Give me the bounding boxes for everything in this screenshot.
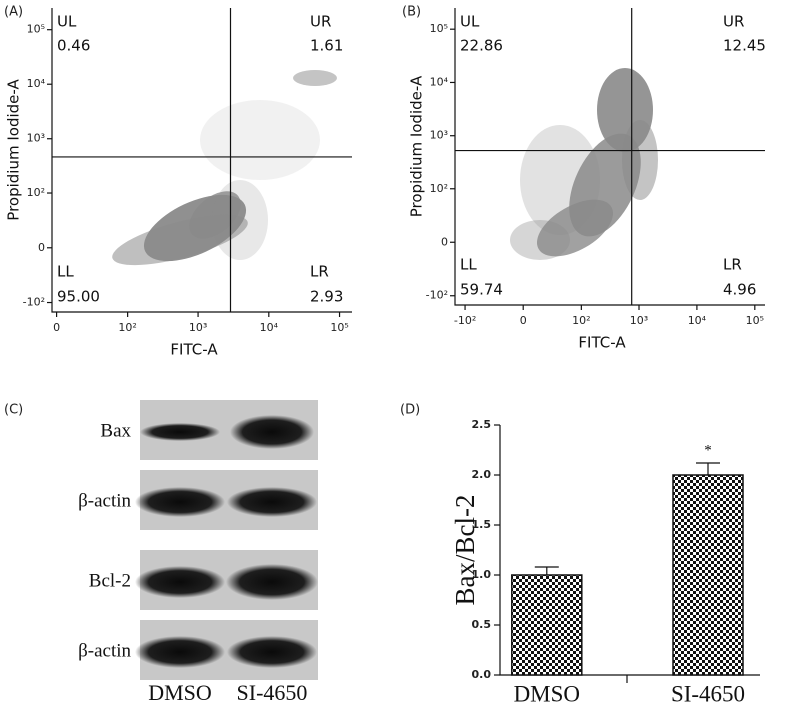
- quadrant-percent: 0.46: [57, 37, 90, 55]
- quadrant-percent: 59.74: [460, 281, 503, 299]
- y-tick-label: 10⁴: [430, 75, 449, 88]
- y-tick-label: 1.0: [472, 568, 492, 581]
- x-tick-label: 10²: [572, 314, 590, 327]
- event-cloud: [212, 180, 268, 260]
- event-cloud: [520, 125, 600, 235]
- y-tick-label: 2.5: [472, 418, 492, 431]
- quadrant-name: UL: [460, 13, 480, 31]
- blot-band: [226, 564, 318, 600]
- y-tick-label: 10³: [430, 129, 448, 142]
- x-tick-label: 10³: [189, 321, 207, 334]
- event-cloud: [622, 120, 658, 200]
- blot-band: [227, 487, 317, 517]
- quadrant-percent: 12.45: [723, 37, 766, 55]
- event-cloud: [293, 70, 337, 86]
- blot-band: [140, 423, 220, 441]
- x-tick-label: DMSO: [514, 681, 580, 706]
- x-tick-label: 10²: [118, 321, 136, 334]
- quadrant-name: UR: [723, 13, 744, 31]
- panel-label: (C): [4, 403, 23, 418]
- blot-band: [135, 487, 225, 517]
- quadrant-name: UL: [57, 13, 77, 31]
- y-tick-label: 1.5: [472, 518, 492, 531]
- blot-row-label: Bcl-2: [89, 570, 131, 591]
- quadrant-percent: 22.86: [460, 37, 503, 55]
- x-axis-label: FITC-A: [578, 334, 626, 352]
- blot-row-label: β-actin: [78, 640, 131, 661]
- y-axis-label: Propidium Iodide-A: [5, 79, 23, 221]
- y-tick-label: 10²: [430, 182, 448, 195]
- x-tick-label: -10²: [454, 314, 476, 327]
- quadrant-percent: 1.61: [310, 37, 343, 55]
- x-tick-label: 10⁵: [746, 314, 764, 327]
- blot-row-label: β-actin: [78, 490, 131, 511]
- blot-lane-label: SI-4650: [237, 680, 308, 705]
- quadrant-name: LL: [460, 256, 477, 274]
- panel-label: (A): [4, 5, 23, 20]
- y-tick-label: 0.0: [472, 668, 492, 681]
- blot-lane-label: DMSO: [148, 680, 212, 705]
- panel-label: (D): [400, 403, 420, 418]
- y-tick-label: 10⁴: [27, 77, 46, 90]
- quadrant-name: LR: [723, 256, 742, 274]
- x-tick-label: SI-4650: [671, 681, 745, 706]
- y-tick-label: 10²: [27, 186, 45, 199]
- blot-band: [135, 566, 225, 598]
- y-tick-label: 10⁵: [430, 22, 448, 35]
- event-cloud: [510, 220, 570, 260]
- blot-band: [227, 636, 317, 668]
- event-cloud: [537, 199, 613, 257]
- quadrant-percent: 2.93: [310, 288, 343, 306]
- y-tick-label: 10³: [27, 132, 45, 145]
- x-tick-label: 10⁵: [330, 321, 348, 334]
- quadrant-name: UR: [310, 13, 331, 31]
- y-tick-label: 2.0: [472, 468, 492, 481]
- axes: [51, 8, 352, 313]
- event-cloud: [112, 214, 248, 266]
- x-tick-label: 0: [53, 321, 60, 334]
- x-tick-label: 10³: [630, 314, 648, 327]
- panel-label: (B): [402, 5, 421, 20]
- y-axis-label: Bax/Bcl-2: [450, 495, 480, 606]
- blot-band: [230, 415, 314, 449]
- blot-band: [135, 636, 225, 668]
- bar: [672, 474, 744, 676]
- y-tick-label: 0: [441, 235, 448, 248]
- bar: [511, 574, 583, 676]
- x-tick-label: 10⁴: [260, 321, 279, 334]
- y-tick-label: -10²: [23, 296, 45, 309]
- significance-mark: *: [704, 442, 712, 458]
- quadrant-percent: 95.00: [57, 288, 100, 306]
- quadrant-name: LR: [310, 263, 329, 281]
- event-cloud: [200, 100, 320, 180]
- y-tick-label: 10⁵: [27, 23, 45, 36]
- quadrant-percent: 4.96: [723, 281, 756, 299]
- x-tick-label: 10⁴: [688, 314, 707, 327]
- y-tick-label: 0: [38, 241, 45, 254]
- axes: [454, 8, 765, 306]
- y-tick-label: -10²: [426, 289, 448, 302]
- quadrant-name: LL: [57, 263, 74, 281]
- x-tick-label: 0: [520, 314, 527, 327]
- blot-row-label: Bax: [100, 420, 131, 441]
- y-tick-label: 0.5: [472, 618, 492, 631]
- x-axis-label: FITC-A: [170, 341, 218, 359]
- y-axis-label: Propidium Iodide-A: [408, 75, 426, 217]
